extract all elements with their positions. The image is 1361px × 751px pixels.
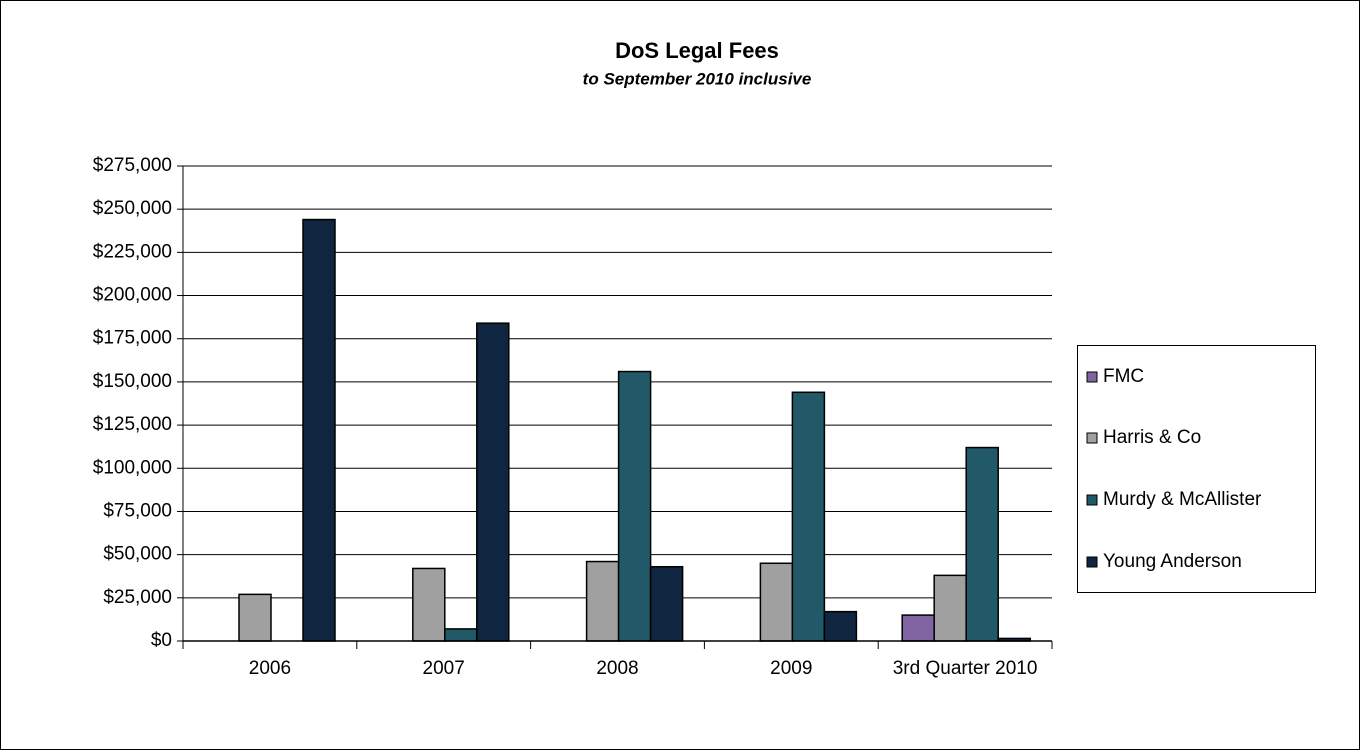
x-tick-label: 3rd Quarter 2010 [892,658,1038,679]
y-tick-label: $100,000 [93,457,172,478]
x-tick-label: 2006 [248,658,292,679]
legend-label: Murdy & McAllister [1103,489,1262,510]
bar [617,370,652,642]
bar [238,593,272,642]
bar [823,610,858,642]
bar [649,565,684,642]
legend-swatch [1086,494,1098,506]
legend-label: Harris & Co [1103,427,1201,448]
legend-swatch [1086,371,1098,383]
legend-swatch [1086,556,1098,568]
bar [412,567,446,642]
bar [933,574,967,642]
y-tick-label: $275,000 [93,155,172,176]
y-tick-label: $75,000 [103,500,172,521]
legend-label: Young Anderson [1103,551,1242,572]
chart-subtitle: to September 2010 inclusive [583,69,812,88]
bar [965,446,999,642]
bar [791,391,826,642]
x-tick-label: 2009 [770,658,813,679]
y-tick-label: $150,000 [93,371,172,392]
bar [302,218,336,642]
bar [901,614,935,642]
y-tick-label: $0 [151,630,172,651]
y-tick-label: $25,000 [103,587,172,608]
y-tick-label: $225,000 [93,241,172,262]
bar [759,562,794,642]
y-tick-label: $200,000 [93,285,172,306]
y-tick-label: $175,000 [93,328,172,349]
legend-label: FMC [1103,366,1144,387]
y-tick-label: $50,000 [103,544,172,565]
bar [585,560,620,642]
bar [476,322,510,642]
bar [444,628,478,642]
y-tick-label: $125,000 [93,414,172,435]
legend-box [1077,345,1316,593]
x-tick-label: 2008 [596,658,639,679]
x-tick-label: 2007 [422,658,465,679]
legend-swatch [1086,432,1098,444]
y-tick-label: $250,000 [93,198,172,219]
chart-title: DoS Legal Fees [615,38,779,63]
